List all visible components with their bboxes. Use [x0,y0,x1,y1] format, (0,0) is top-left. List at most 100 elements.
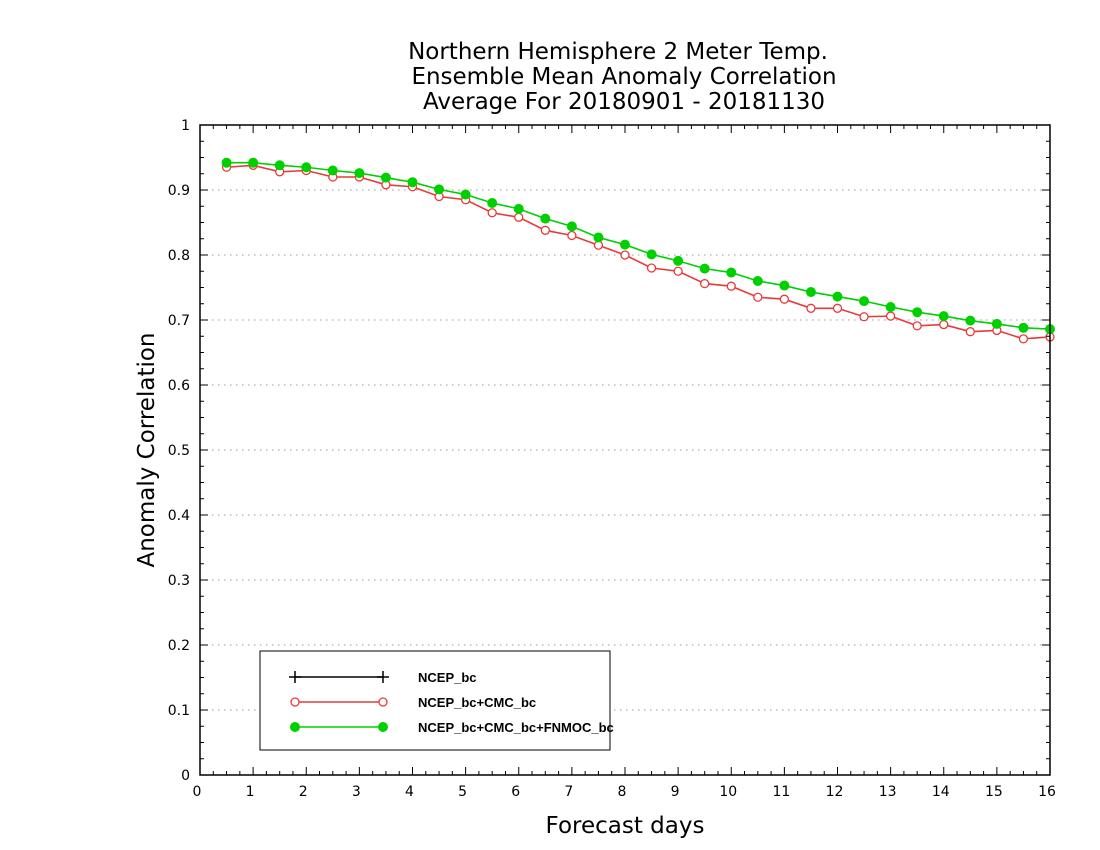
data-point [912,307,923,318]
data-point [938,311,949,322]
data-point [885,302,896,312]
data-point [540,213,551,224]
data-point [700,278,710,289]
data-point [380,172,391,183]
y-tick-label: 0.2 [168,638,190,654]
chart-title-line-1: Northern Hemisphere 2 Meter Temp. [408,39,828,65]
x-tick-label: 13 [879,784,897,800]
legend-marker [378,722,388,732]
data-point [620,239,630,250]
data-point [540,225,550,235]
data-point [487,198,498,208]
x-tick-label: 6 [511,784,520,800]
y-tick-label: 0.4 [168,508,190,524]
y-tick-label: 0.6 [168,378,190,394]
data-point [514,212,524,222]
x-tick-label: 5 [458,784,467,800]
data-point [460,189,471,200]
x-tick-label: 16 [1038,784,1056,800]
data-point [1018,334,1029,344]
y-tick-label: 0 [181,768,190,784]
legend-entry-1: NCEP_bc+CMC_bc [290,695,536,710]
x-axis: 0 1 2 3 4 5 6 7 8 9 10 11 12 13 14 15 16 [193,125,1056,800]
legend-label: NCEP_bc+CMC_bc+FNMOC_bc [418,720,614,735]
data-point [646,249,657,260]
legend-marker [289,671,301,683]
data-point [752,276,763,286]
data-point [859,296,870,307]
y-tick-label: 0.8 [168,248,190,264]
x-tick-label: 7 [564,784,573,800]
chart-title-line-2: Ensemble Mean Anomaly Correlation [411,64,836,90]
x-tick-label: 10 [719,784,737,800]
data-point [301,162,312,173]
x-tick-label: 9 [671,784,680,800]
legend-marker [290,722,300,732]
data-point [354,168,365,179]
data-point [965,315,976,326]
x-tick-label: 8 [618,784,627,800]
series-line [226,161,1051,330]
data-point [806,303,816,313]
legend-label: NCEP_bc [418,670,477,685]
series-layer [221,157,1055,344]
series-2 [221,157,1055,335]
x-tick-label: 2 [299,784,308,800]
chart-title-line-3: Average For 20180901 - 20181130 [423,89,825,115]
x-tick-label: 14 [932,784,950,800]
data-point [673,266,683,276]
data-point [699,263,710,274]
data-point [965,327,975,337]
series-1 [221,160,1055,344]
legend-label: NCEP_bc+CMC_bc [418,695,536,710]
y-axis-title: Anomaly Correlation [134,332,160,567]
y-tick-label: 0.9 [168,183,190,199]
gridlines [200,189,1050,711]
chart-title: Northern Hemisphere 2 Meter Temp. Ensemb… [408,39,836,115]
data-point [566,221,577,232]
data-point [646,263,657,273]
y-axis: 0 0.1 0.2 0.3 0.4 0.5 0.6 0.7 0.8 0.9 1 [168,118,1050,784]
legend-entry-0: NCEP_bc [289,670,477,685]
data-point [567,230,577,241]
data-point [274,160,285,171]
x-tick-label: 15 [985,784,1003,800]
data-point [726,267,737,278]
data-point [593,232,604,243]
data-point [487,208,497,218]
x-tick-label: 1 [246,784,255,800]
data-point [939,319,949,330]
data-point [620,250,630,260]
x-axis-title: Forecast days [546,813,705,839]
data-point [779,294,790,304]
data-point [805,287,816,298]
data-point [513,203,524,214]
x-tick-label: 4 [405,784,414,800]
data-point [832,291,843,302]
data-point [753,292,763,302]
data-point [1018,322,1029,333]
data-point [779,280,790,291]
data-point [407,177,418,188]
y-tick-label: 1 [181,118,190,134]
y-tick-label: 0.3 [168,573,190,589]
legend-marker [377,671,389,683]
x-tick-label: 11 [772,784,790,800]
legend-box [259,650,611,751]
data-point [327,165,338,176]
data-point [434,184,445,195]
data-point [991,318,1002,329]
data-point [248,157,259,168]
legend-marker [378,697,388,707]
data-point [885,311,896,321]
x-tick-label: 0 [193,784,202,800]
y-tick-label: 0.1 [168,703,190,719]
data-point [726,281,736,291]
x-tick-label: 3 [352,784,361,800]
legend-entry-2: NCEP_bc+CMC_bc+FNMOC_bc [290,720,614,735]
legend: NCEP_bc NCEP_bc+CMC_bc NCEP_bc+CMC_bc+FNMO… [259,650,614,751]
x-tick-label: 12 [826,784,844,800]
data-point [912,321,922,331]
data-point [221,157,232,168]
